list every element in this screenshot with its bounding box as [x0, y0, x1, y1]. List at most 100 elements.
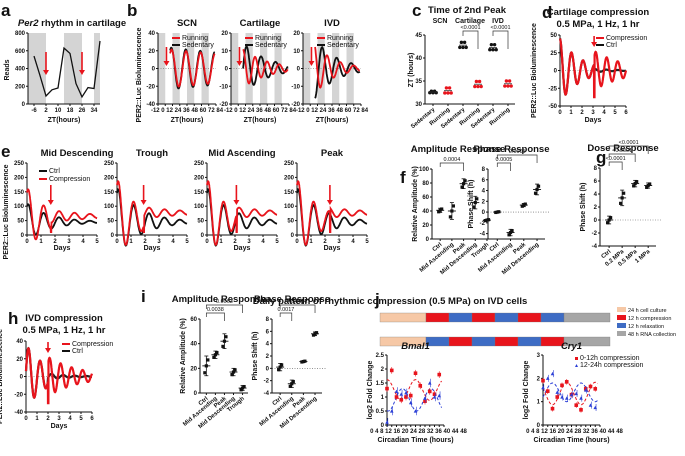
p-value-label: <0.0001 — [490, 25, 510, 31]
y-tick-label: 200 — [104, 175, 115, 181]
y-tick-label: 6 — [266, 329, 270, 335]
legend-compression-label: Compression — [606, 35, 647, 42]
x-tick-label: 0 — [24, 416, 28, 422]
schedule-segment-relaxation — [448, 312, 473, 323]
y-tick-label: 8 — [482, 167, 486, 173]
subplot-title: Amplitude Response — [411, 144, 506, 155]
legend-running-label: Running — [327, 35, 353, 42]
arrow-head-icon — [591, 42, 598, 47]
x-tick-label: 3 — [57, 416, 61, 422]
blue-data-point — [593, 405, 598, 410]
p-value-label: 0.0038 — [207, 307, 224, 313]
panel-c: Time of 2nd Peak SCN Cartilage IVD 30 35 40 45 Z… — [408, 5, 515, 130]
data-point — [536, 184, 541, 188]
y-tick-label: 800 — [15, 31, 26, 37]
subplot-title: Bmal1 — [401, 341, 430, 352]
schedule-segment-compression — [494, 336, 519, 347]
data-point — [508, 230, 513, 235]
panel-a: Per2 rhythm in cartilage 0 200 400 600 800 -6 2… — [4, 18, 126, 124]
data-point — [509, 84, 513, 88]
y-axis-label: PER2::Luc Bioluminescence — [3, 164, 10, 259]
y-tick-label: 6 — [482, 178, 486, 184]
y-tick-label: -40 — [14, 410, 23, 416]
data-point — [222, 339, 227, 343]
y-tick-label: -50 — [548, 104, 557, 110]
running-line — [169, 48, 216, 88]
y-tick-label: 20 — [293, 31, 300, 37]
data-point — [494, 48, 498, 52]
data-point — [278, 365, 282, 369]
data-point — [472, 205, 476, 209]
subplot-title: Phase Response — [473, 144, 549, 155]
x-tick-label: 0 — [25, 239, 29, 245]
x-tick-label: 3 — [337, 239, 341, 245]
x-tick-labels: -12 0 12 24 36 48 60 72 84 — [296, 108, 369, 114]
subplot-title: Cry1 — [561, 341, 582, 352]
y-tick-label: 10 — [293, 49, 300, 55]
y-tick-label: 35 — [415, 79, 422, 85]
y-axis-label: PER2::Luc Bioluminescence — [531, 23, 538, 118]
red-data-point — [593, 387, 598, 391]
x-tick-label: 4 — [81, 239, 85, 245]
legend-blue-label: 12-24h compression — [580, 362, 644, 369]
p-value-label: 0.0004 — [443, 157, 460, 163]
x-tick-label: 34 — [91, 108, 98, 114]
x-tick-label: 5 — [613, 110, 617, 116]
y-tick-label: 0 — [111, 233, 115, 239]
legend-blue-swatch — [575, 364, 578, 367]
x-tick-label: 5 — [275, 239, 279, 245]
data-point — [607, 218, 611, 222]
subplot-phase-response: Phase Response -4 -2 0 2 4 6 8 Phase Shift (h) Ct… — [468, 144, 550, 276]
y-tick-label: 1.5 — [376, 381, 385, 387]
data-point — [204, 364, 208, 368]
data-point — [619, 201, 623, 205]
legend-sedentary-label: Sedentary — [327, 42, 359, 49]
data-point — [606, 221, 610, 225]
x-tick-label: 0 — [295, 239, 299, 245]
y-tick-label: 80 — [422, 181, 429, 187]
legend-swatch-compression — [617, 315, 626, 320]
significance-bracket — [608, 145, 649, 154]
arrow-head-icon — [163, 61, 170, 66]
legend-running-label: Running — [255, 35, 281, 42]
data-point — [224, 335, 228, 339]
schedule-segment-rna — [563, 312, 611, 323]
y-axis-label: Relative Amplitude (%) — [180, 318, 187, 394]
red-fit-curve — [542, 381, 598, 406]
x-axis-label: Days — [234, 245, 251, 252]
red-data-point — [437, 372, 442, 377]
y-tick-label: 250 — [194, 161, 205, 167]
x-tick-label: 5 — [95, 239, 99, 245]
y-tick-label: 50 — [107, 219, 114, 225]
subplot-title: SCN — [177, 18, 197, 29]
compression-line — [558, 38, 628, 99]
compression-line — [116, 180, 188, 246]
panel-title: Daily pattern of rhythmic compression (0… — [253, 296, 528, 307]
compression-line — [24, 347, 94, 405]
arrow-head-icon — [43, 70, 49, 75]
x-tick-label: 0 — [115, 239, 119, 245]
x-axis-label: Days — [324, 245, 341, 252]
p-value-label: 0.0063 — [216, 299, 233, 305]
blue-data-point — [404, 391, 408, 395]
y-tick-label: 2 — [381, 367, 385, 373]
red-data-point — [394, 395, 399, 399]
significance-bracket — [496, 154, 538, 163]
per2-line — [33, 40, 101, 99]
y-tick-label: 2 — [537, 376, 541, 382]
y-tick-label: 150 — [194, 190, 205, 196]
y-tick-label: 60 — [422, 195, 429, 201]
blue-data-point — [385, 420, 389, 424]
significance-bracket — [205, 304, 243, 313]
x-tick-label: -6 — [31, 108, 37, 114]
data-point — [464, 45, 468, 50]
x-tick-label: 3 — [247, 239, 251, 245]
y-tick-label: 50 — [17, 219, 24, 225]
y-tick-label: 40 — [415, 56, 422, 62]
blue-data-point — [541, 385, 545, 390]
data-point — [620, 196, 624, 200]
data-point — [440, 207, 444, 211]
